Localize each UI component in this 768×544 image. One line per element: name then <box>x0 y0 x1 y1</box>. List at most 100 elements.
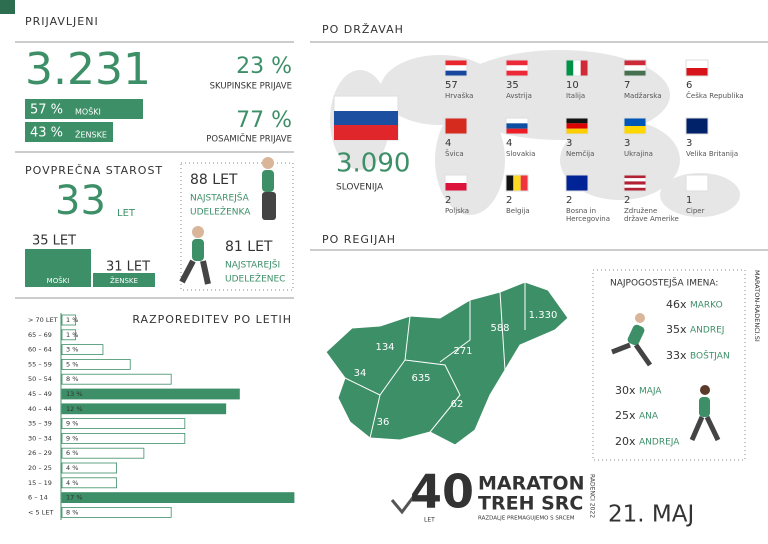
flag-stripe <box>445 175 467 183</box>
oldest-man-age: 81 LET <box>225 239 273 255</box>
name-count: 20x <box>615 435 636 448</box>
name-count: 46x <box>666 298 687 311</box>
name-count: 35x <box>666 323 687 336</box>
oldest-woman-label: UDELEŽENKA <box>190 206 251 218</box>
date: 21. MAJ <box>608 502 694 528</box>
women-label: ŽENSKE <box>75 129 107 140</box>
bar <box>61 447 145 459</box>
flag-border <box>685 117 709 135</box>
oldest-woman-age: 88 LET <box>190 172 238 188</box>
men-label: MOŠKI <box>47 276 70 285</box>
value-label: 6 % <box>66 449 78 457</box>
flag-border <box>685 59 709 77</box>
country: 10 Italija <box>566 80 624 100</box>
flag <box>685 174 709 192</box>
flag-stripe <box>445 70 467 76</box>
flag-stripe <box>624 181 646 185</box>
flag-stripe <box>624 126 646 134</box>
flag-stripe <box>624 187 646 191</box>
country-count: 57 <box>445 80 458 91</box>
region-borders <box>344 282 526 439</box>
flag <box>444 59 468 77</box>
region-value: 1.330 <box>529 310 558 321</box>
flag-stripe <box>445 183 467 191</box>
logo-line: TREH SRC <box>478 493 583 515</box>
y-tick-label: 35 – 39 <box>28 420 52 428</box>
flag <box>685 117 709 135</box>
name: ANDREJ <box>690 326 724 336</box>
country: 3 Ukrajina <box>624 138 682 158</box>
region-value: 134 <box>375 342 394 353</box>
region-map <box>325 281 569 446</box>
flag-stripe <box>520 175 528 191</box>
value-label: 3 % <box>66 346 78 354</box>
men-share: 57 % <box>30 103 63 118</box>
country-name: Belgija <box>506 207 530 215</box>
country: 35 Avstrija <box>506 80 564 100</box>
women-share: 43 % <box>30 126 63 141</box>
region-value: 588 <box>490 323 509 334</box>
country-count: 4 <box>506 138 513 149</box>
region-value: 271 <box>453 346 472 357</box>
group-share: 23 % <box>236 54 292 79</box>
names-title: NAJPOGOSTEJŠA IMENA: <box>610 277 718 289</box>
flag-stripe <box>686 175 708 191</box>
flag-stripe <box>506 123 528 129</box>
logo-check <box>390 487 422 515</box>
value-label: 4 % <box>66 464 78 472</box>
country-count: 4 <box>445 138 452 149</box>
home-flag <box>334 111 398 125</box>
men-label: MOŠKI <box>75 106 101 117</box>
flag-stripe <box>513 175 521 191</box>
name: ANDREJA <box>639 438 680 448</box>
flag-border <box>505 59 529 77</box>
flag <box>565 174 589 192</box>
y-tick-label: 60 – 64 <box>28 346 52 354</box>
flag-border <box>444 117 468 135</box>
home-count: 3.090 <box>336 149 410 179</box>
country-name: Ciper <box>686 207 705 215</box>
value-label: 8 % <box>66 508 78 516</box>
flag-stripe <box>566 175 588 191</box>
value-label: 5 % <box>66 360 78 368</box>
country-count: 35 <box>506 80 519 91</box>
name: MAJA <box>639 387 662 397</box>
country: 3 Velika Britanija <box>686 138 744 158</box>
logo-line: MARATON <box>478 473 585 495</box>
flag <box>623 59 647 77</box>
bar <box>61 477 117 489</box>
flag-stripe <box>686 60 708 68</box>
flag-stripe <box>624 184 646 188</box>
logo-number: 40 <box>410 465 474 519</box>
flag-stripe <box>624 65 646 71</box>
country-count: 2 <box>566 195 573 206</box>
country-name: Češka Republika <box>686 92 744 100</box>
flag <box>685 59 709 77</box>
value-label: 9 % <box>66 434 78 442</box>
y-tick-label: 55 – 59 <box>28 360 52 368</box>
flag-stripe <box>566 60 574 76</box>
country: 2 Poljska <box>445 195 503 215</box>
section-title: PO DRŽAVAH <box>322 23 404 36</box>
bar <box>61 462 117 474</box>
bar <box>61 373 172 385</box>
runner-figure <box>179 157 276 285</box>
average-unit: LET <box>117 208 136 219</box>
country-name: Slovakia <box>506 150 536 158</box>
flag-stripe <box>686 118 708 134</box>
flag-border <box>505 117 529 135</box>
flag <box>444 117 468 135</box>
name-count: 30x <box>615 384 636 397</box>
flag <box>505 59 529 77</box>
flag-border <box>565 174 589 192</box>
individual-label: POSAMIČNE PRIJAVE <box>206 133 292 145</box>
value-label: 1 % <box>66 316 78 324</box>
flag-stripe <box>580 60 588 76</box>
flag-stripe <box>624 175 646 179</box>
bar <box>61 506 172 518</box>
value-label: 12 % <box>66 405 83 413</box>
country-name: Velika Britanija <box>686 150 739 158</box>
individual-share: 77 % <box>236 108 292 133</box>
region-value: 36 <box>377 417 390 428</box>
